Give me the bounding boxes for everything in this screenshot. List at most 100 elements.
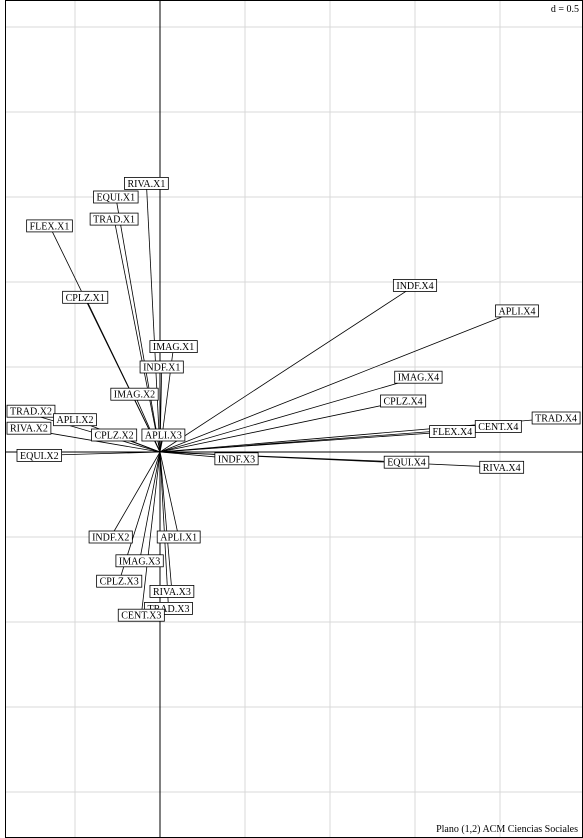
- point-label-box: [6, 404, 56, 418]
- point-label-indf-x2: INDF.X2: [88, 530, 133, 544]
- point-label-cplz-x4: CPLZ.X4: [380, 394, 427, 408]
- arrow-equi-x1: [114, 196, 161, 453]
- point-label-text: TRAD.X2: [10, 407, 52, 418]
- point-label-text: FLEX.X4: [433, 427, 473, 438]
- point-label-imag-x1: IMAG.X1: [149, 340, 198, 354]
- point-label-text: TRAD.X3: [148, 604, 190, 615]
- point-label-box: [149, 340, 198, 354]
- arrow-apli-x4: [159, 310, 518, 453]
- point-label-text: INDF.X2: [92, 533, 129, 544]
- axes: [6, 1, 582, 837]
- point-label-text: APLI.X3: [145, 431, 182, 442]
- point-label-equi-x1: EQUI.X1: [93, 190, 139, 204]
- arrow-imag-x4: [159, 376, 419, 453]
- point-label-box: [16, 448, 63, 462]
- point-label-flex-x1: FLEX.X1: [26, 219, 73, 232]
- point-label-box: [139, 360, 184, 374]
- point-label-box: [117, 608, 165, 622]
- point-label-equi-x4: EQUI.X4: [383, 455, 430, 469]
- point-label-box: [383, 455, 430, 469]
- point-label-box: [429, 425, 476, 439]
- point-label-box: [53, 413, 97, 427]
- point-label-cent-x4: CENT.X4: [474, 420, 522, 433]
- arrow-cplz-x1: [84, 296, 161, 453]
- point-label-riva-x2: RIVA.X2: [6, 421, 52, 435]
- point-label-text: CENT.X4: [478, 422, 518, 433]
- point-label-box: [110, 387, 159, 401]
- point-label-trad-x1: TRAD.X1: [89, 212, 139, 226]
- arrow-riva-x4: [159, 451, 503, 470]
- point-label-text: APLI.X2: [57, 415, 94, 426]
- arrow-trad-x1: [113, 218, 161, 453]
- point-label-apli-x2: APLI.X2: [53, 413, 97, 427]
- point-label-text: EQUI.X1: [96, 193, 135, 204]
- arrow-apli-x1: [159, 451, 180, 538]
- point-label-text: CPLZ.X2: [95, 431, 134, 442]
- point-label-cent-x3: CENT.X3: [117, 608, 165, 622]
- chart-title: Plano (1,2) ACM Ciencias Sociales: [436, 824, 578, 835]
- point-label-box: [214, 452, 259, 466]
- point-label-text: CPLZ.X4: [384, 397, 423, 408]
- point-label-box: [149, 585, 195, 598]
- point-label-box: [88, 530, 133, 544]
- arrow-indf-x2: [110, 451, 161, 538]
- point-label-text: EQUI.X4: [387, 458, 426, 469]
- point-label-trad-x4: TRAD.X4: [531, 411, 581, 425]
- arrow-imag-x3: [138, 451, 161, 562]
- arrows: [20, 182, 557, 616]
- point-label-box: [392, 278, 438, 292]
- arrow-indf-x4: [159, 285, 416, 453]
- point-label-text: TRAD.X1: [93, 215, 135, 226]
- arrow-trad-x2: [20, 410, 161, 453]
- arrow-riva-x1: [144, 182, 161, 453]
- point-label-indf-x1: INDF.X1: [139, 360, 184, 374]
- point-label-text: TRAD.X4: [535, 414, 577, 425]
- point-label-box: [380, 394, 427, 408]
- point-label-box: [93, 190, 139, 204]
- point-label-imag-x3: IMAG.X3: [115, 554, 164, 568]
- point-label-indf-x3: INDF.X3: [214, 452, 259, 466]
- point-label-text: INDF.X4: [396, 281, 433, 292]
- point-label-box: [115, 554, 164, 568]
- point-label-text: RIVA.X1: [127, 179, 165, 190]
- point-label-text: CPLZ.X1: [66, 293, 105, 304]
- point-label-equi-x2: EQUI.X2: [16, 448, 63, 462]
- point-label-box: [96, 574, 143, 588]
- point-label-riva-x3: RIVA.X3: [149, 585, 195, 598]
- point-label-riva-x4: RIVA.X4: [479, 460, 525, 474]
- point-label-box: [6, 421, 52, 435]
- scale-label: d = 0.5: [551, 4, 579, 15]
- point-label-text: INDF.X1: [143, 363, 180, 374]
- point-label-text: APLI.X4: [499, 306, 536, 317]
- point-label-text: CPLZ.X3: [100, 577, 139, 588]
- point-label-cplz-x1: CPLZ.X1: [62, 290, 109, 304]
- point-label-indf-x4: INDF.X4: [392, 278, 438, 292]
- point-label-box: [91, 428, 138, 442]
- point-label-text: RIVA.X3: [153, 587, 191, 598]
- point-label-apli-x1: APLI.X1: [156, 530, 201, 544]
- point-label-riva-x1: RIVA.X1: [124, 176, 169, 190]
- point-label-text: RIVA.X4: [483, 463, 521, 474]
- point-label-text: CENT.X3: [121, 611, 161, 622]
- point-label-cplz-x3: CPLZ.X3: [96, 574, 143, 588]
- point-label-text: IMAG.X4: [398, 373, 439, 384]
- point-label-box: [156, 530, 201, 544]
- arrow-cplz-x4: [159, 400, 404, 453]
- point-label-box: [124, 176, 169, 190]
- point-label-text: IMAG.X2: [114, 390, 155, 401]
- point-label-imag-x4: IMAG.X4: [394, 370, 443, 384]
- point-label-box: [141, 428, 186, 442]
- point-label-box: [479, 460, 525, 474]
- point-label-text: RIVA.X2: [10, 424, 48, 435]
- arrow-riva-x3: [159, 451, 174, 592]
- arrow-trad-x3: [159, 451, 171, 609]
- point-label-trad-x2: TRAD.X2: [6, 404, 56, 418]
- point-label-flex-x4: FLEX.X4: [429, 425, 476, 439]
- point-label-box: [394, 370, 443, 384]
- scale-label-background: [535, 1, 582, 15]
- point-label-box: [495, 304, 539, 318]
- arrow-imag-x2: [134, 393, 161, 453]
- point-label-imag-x2: IMAG.X2: [110, 387, 159, 401]
- point-label-cplz-x2: CPLZ.X2: [91, 428, 138, 442]
- point-label-box: [89, 212, 139, 226]
